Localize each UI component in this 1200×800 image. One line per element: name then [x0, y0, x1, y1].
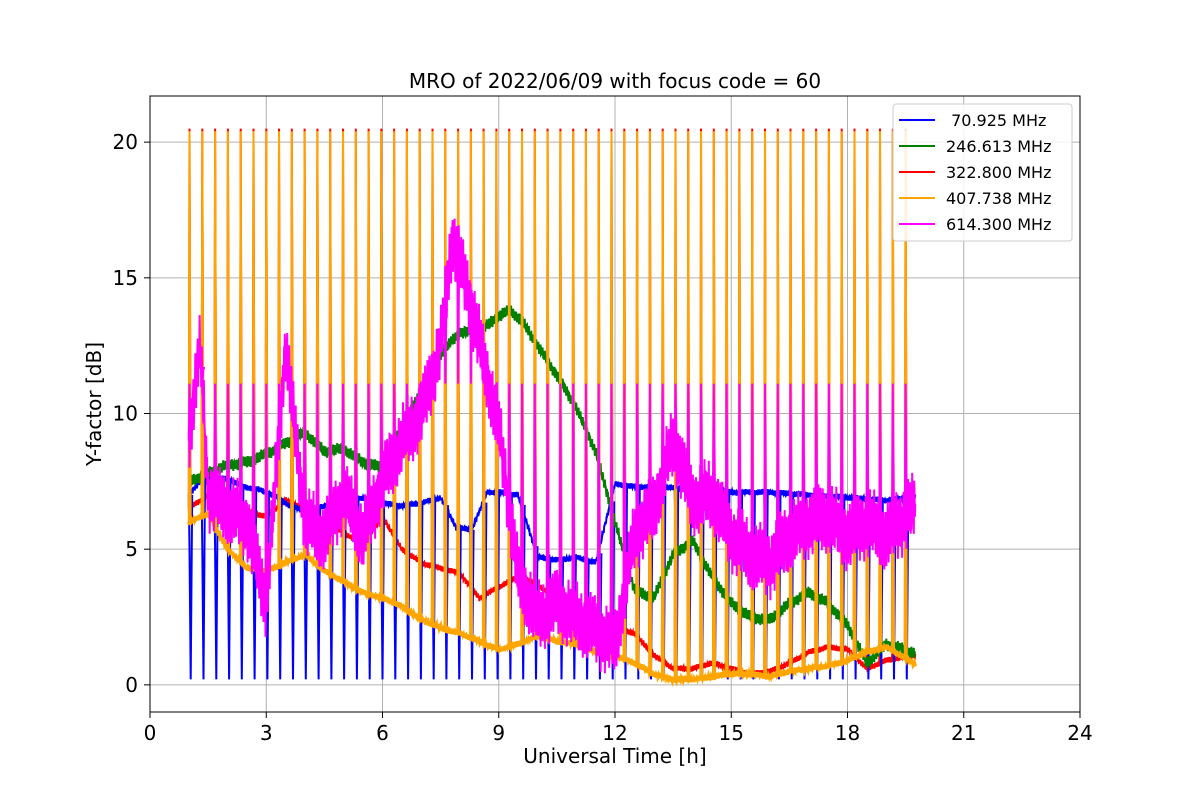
x-tick-label: 9 [492, 721, 505, 745]
y-tick-label: 20 [113, 130, 138, 154]
plot-area [187, 128, 917, 688]
y-tick-label: 0 [125, 673, 138, 697]
x-axis-ticks: 0 3 6 9 12 15 18 21 24 [144, 712, 1093, 745]
x-axis-label: Universal Time [h] [523, 744, 706, 768]
y-tick-label: 10 [113, 401, 138, 425]
x-tick-label: 0 [144, 721, 157, 745]
series-spikes [187, 253, 909, 643]
legend-label: 246.613 MHz [946, 137, 1051, 156]
y-axis-ticks: 0 5 10 15 20 [113, 130, 150, 697]
legend-label: 322.800 MHz [946, 163, 1051, 182]
x-tick-label: 21 [951, 721, 976, 745]
legend-label: 614.300 MHz [946, 215, 1051, 234]
x-tick-label: 6 [376, 721, 389, 745]
legend-label: 407.738 MHz [946, 189, 1051, 208]
y-axis-label: Y-factor [dB] [82, 342, 106, 467]
series-line [187, 509, 917, 688]
x-tick-label: 18 [835, 721, 860, 745]
legend: 70.925 MHz 246.613 MHz 322.800 MHz 407.738 … [892, 103, 1073, 242]
series-line [188, 305, 917, 668]
y-tick-label: 5 [125, 537, 138, 561]
x-tick-label: 24 [1067, 721, 1092, 745]
legend-box [892, 103, 1073, 242]
x-tick-label: 3 [260, 721, 273, 745]
x-tick-label: 15 [719, 721, 744, 745]
series-line [187, 218, 917, 674]
series-4 [187, 218, 917, 674]
chart-title: MRO of 2022/06/09 with focus code = 60 [409, 69, 821, 93]
y-tick-label: 15 [113, 266, 138, 290]
legend-label: 70.925 MHz [946, 111, 1046, 130]
series-1 [188, 305, 917, 668]
x-tick-label: 12 [602, 721, 627, 745]
